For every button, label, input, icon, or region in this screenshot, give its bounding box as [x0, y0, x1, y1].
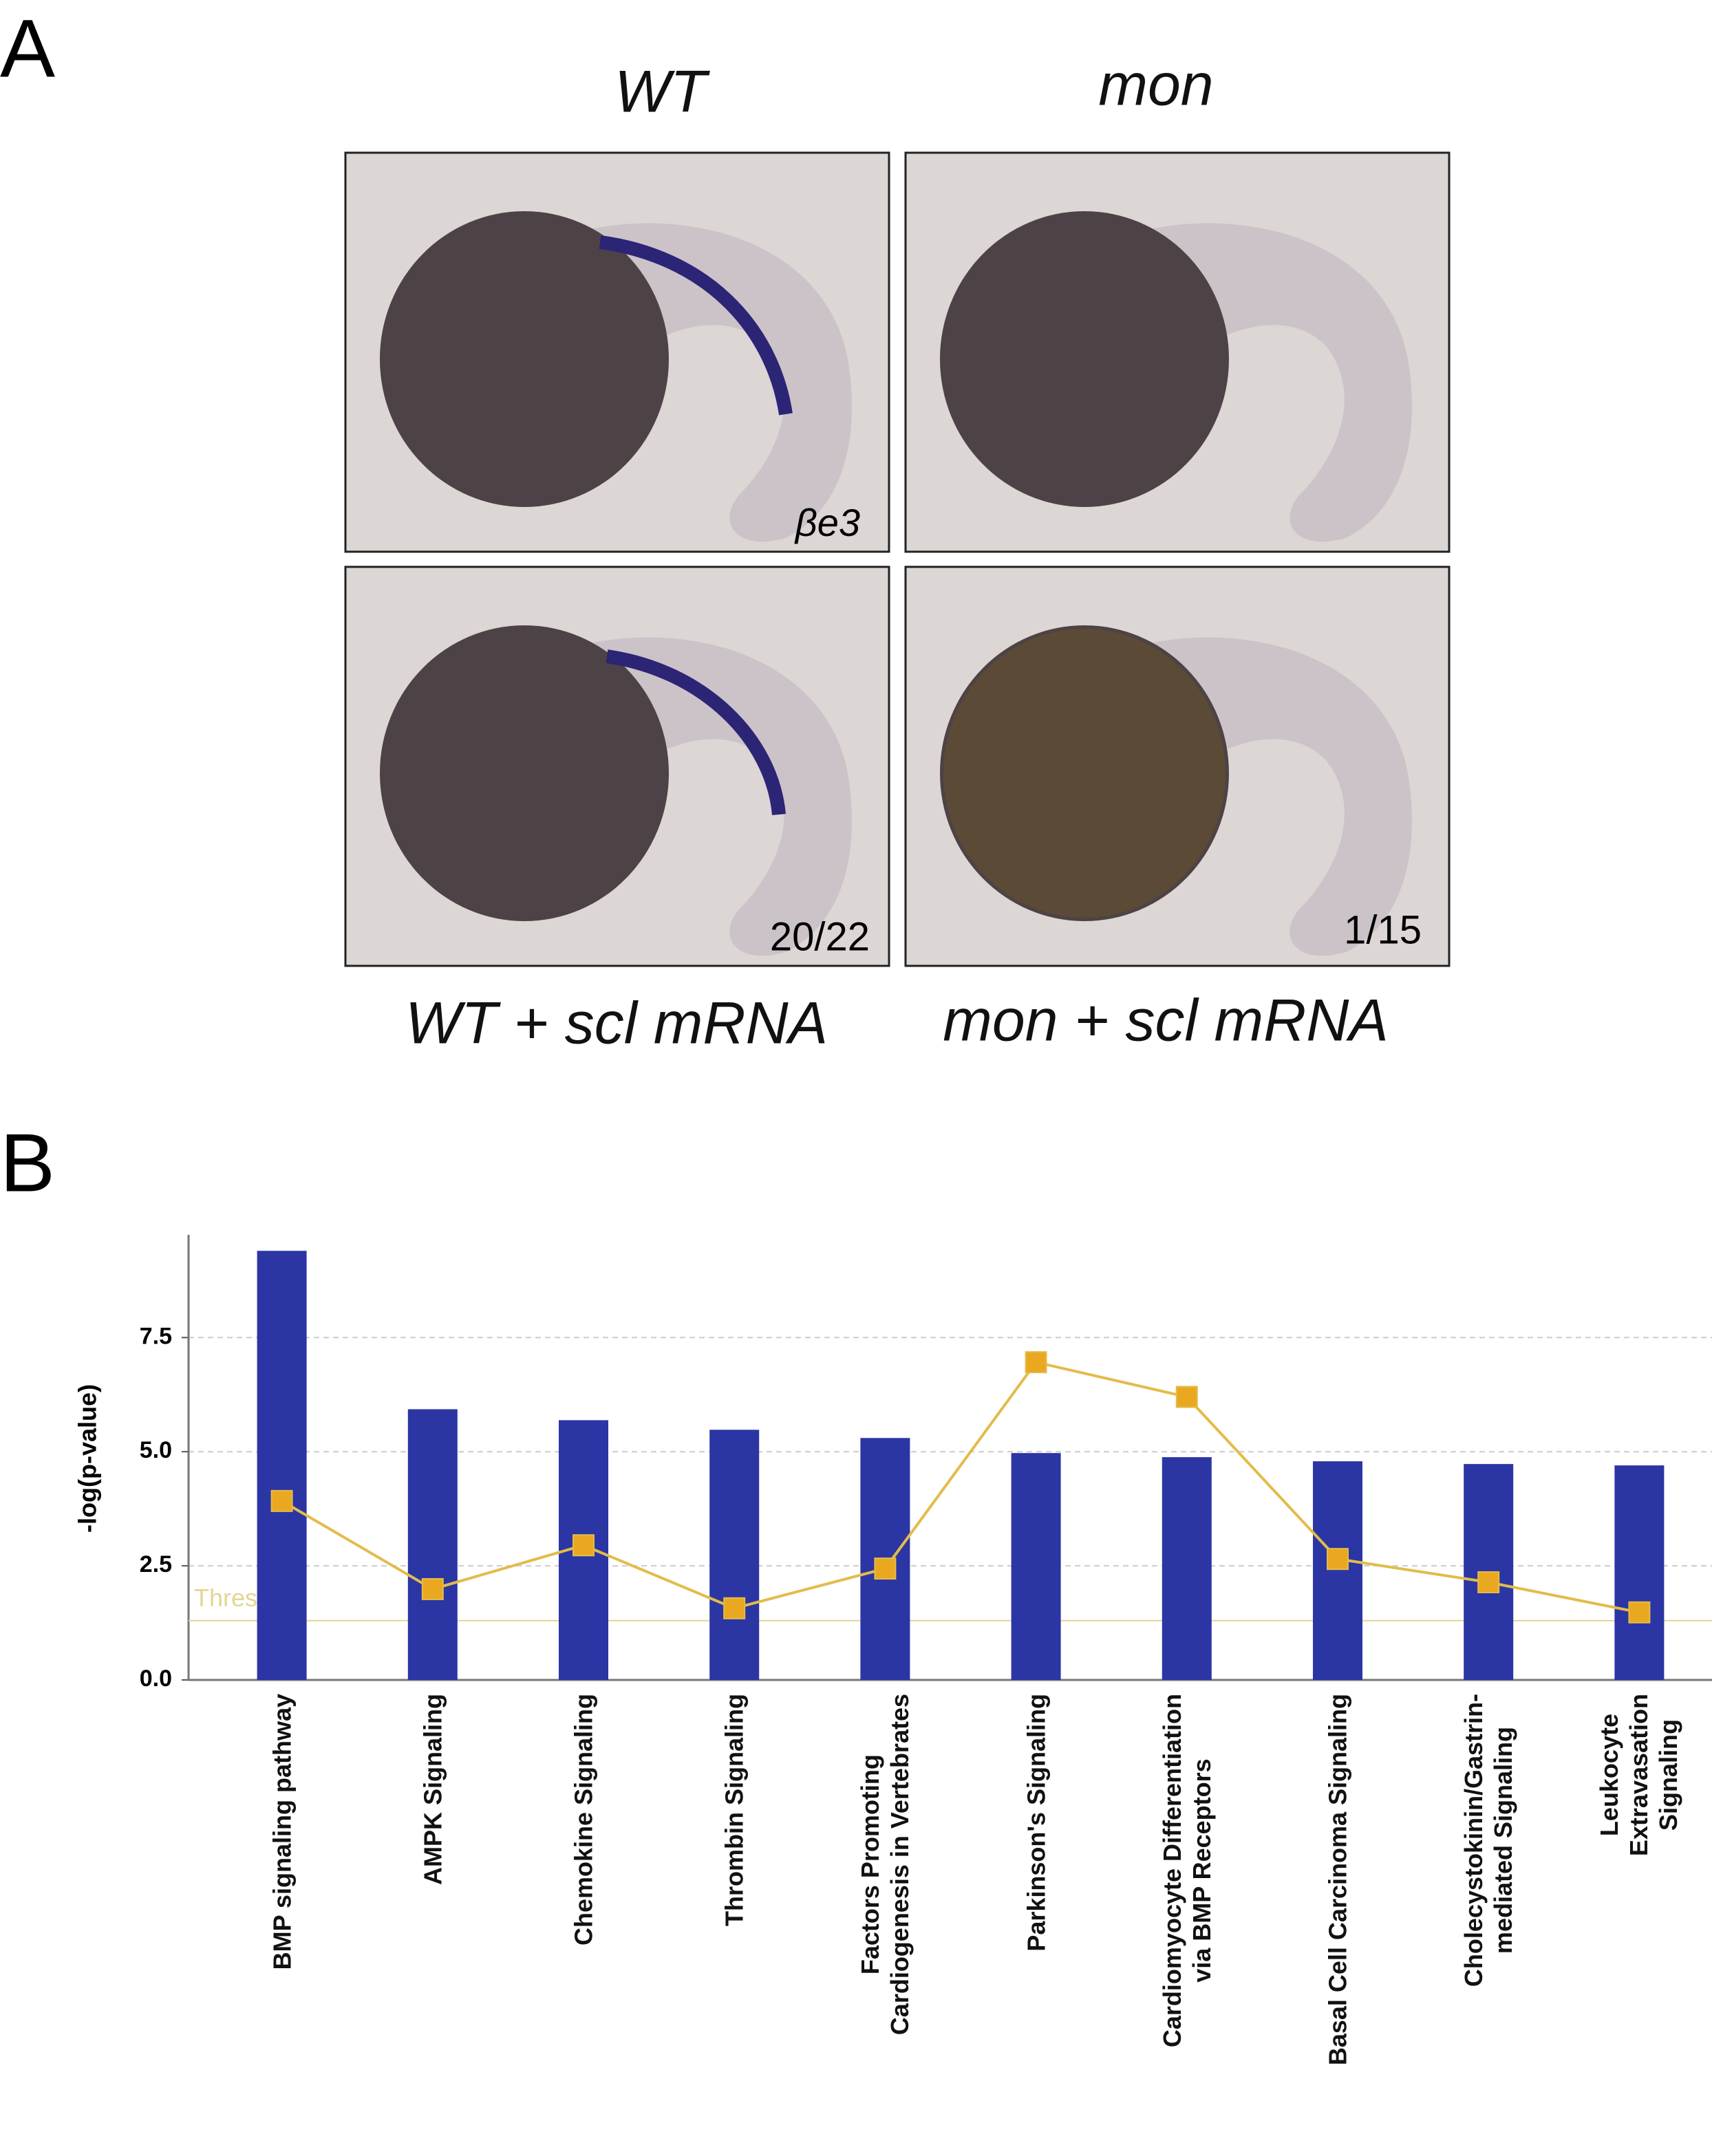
marker: [573, 1534, 595, 1557]
y-tick-label: 0.0: [140, 1665, 172, 1692]
marker: [1025, 1351, 1047, 1374]
x-tick-label: Chemokine Signaling: [569, 1694, 598, 1946]
embryo-image: [904, 565, 1451, 967]
image-annotation: βe3: [794, 501, 860, 544]
x-tick-label: Thrombin Signaling: [720, 1694, 749, 1926]
y-tick-label: 5.0: [140, 1437, 172, 1463]
x-tick-label: Parkinson's Signaling: [1022, 1694, 1050, 1952]
caption: WT + scl mRNA: [405, 991, 828, 1057]
marker: [723, 1597, 746, 1619]
marker: [1628, 1601, 1651, 1624]
x-tick-label: Cardiomyocyte Differentiation via BMP Re…: [1157, 1694, 1216, 2048]
y-tick-label: 2.5: [140, 1551, 172, 1577]
line: [281, 1360, 1640, 1614]
x-tick-label: Basal Cell Carcinoma Signaling: [1323, 1694, 1352, 2066]
image-annotation: 1/15: [1344, 907, 1422, 952]
marker: [1175, 1386, 1198, 1408]
bar: [1313, 1461, 1362, 1680]
x-tick-label: BMP signaling pathway: [268, 1694, 296, 1970]
panel-label: B: [0, 1117, 55, 1209]
y-tick-label: 7.5: [140, 1323, 172, 1349]
bar: [1011, 1453, 1061, 1680]
x-tick-label: AMPK Signaling: [418, 1694, 447, 1885]
bar: [1162, 1457, 1212, 1680]
bar: [257, 1251, 307, 1680]
embryo-image: [344, 565, 890, 967]
embryo-image: [904, 151, 1451, 553]
marker: [421, 1577, 444, 1600]
column-label: mon: [1098, 52, 1213, 118]
image-annotation: 20/22: [770, 914, 870, 959]
x-tick-label: Leukocyte Extravasation Signaling: [1595, 1694, 1683, 1857]
panel-label: A: [0, 3, 55, 95]
embryo-image: [344, 151, 890, 553]
x-tick-label: Factors Promoting Cardiogenesis in Verte…: [856, 1694, 914, 2036]
y-axis-label: -log(p-value): [74, 1384, 102, 1533]
column-label: WT: [614, 59, 710, 125]
x-tick-label: Cholecystokinin/Gastrin- mediated Signal…: [1459, 1694, 1518, 1987]
marker: [1477, 1571, 1500, 1593]
caption: mon + scl mRNA: [943, 988, 1389, 1054]
bar: [709, 1430, 760, 1680]
marker: [270, 1489, 293, 1512]
bar: [1614, 1465, 1665, 1680]
marker: [1327, 1548, 1349, 1571]
marker: [874, 1557, 897, 1580]
bar: [407, 1409, 458, 1680]
